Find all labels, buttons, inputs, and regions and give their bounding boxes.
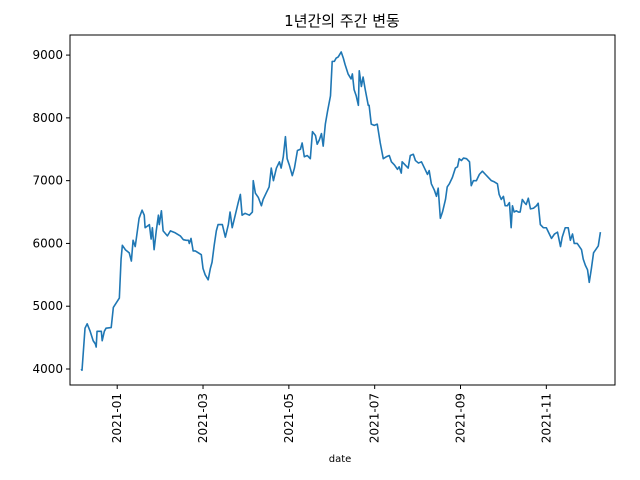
chart-title: 1년간의 주간 변동 xyxy=(284,12,400,30)
x-tick-label: 2021-07 xyxy=(368,393,382,443)
y-tick-label: 5000 xyxy=(32,299,63,313)
data-line xyxy=(80,51,602,372)
x-tick-label: 2021-09 xyxy=(454,393,468,443)
x-axis-label: date xyxy=(329,454,352,465)
x-tick-label: 2021-11 xyxy=(539,393,553,443)
axes-frame xyxy=(69,34,616,386)
y-tick-label: 9000 xyxy=(32,48,63,62)
y-tick-label: 4000 xyxy=(32,362,63,376)
y-tick-label: 6000 xyxy=(32,236,63,250)
y-tick-label: 8000 xyxy=(32,111,63,125)
x-tick-label: 2021-03 xyxy=(196,393,210,443)
x-tick-label: 2021-05 xyxy=(282,393,296,443)
y-tick-label: 7000 xyxy=(32,174,63,188)
x-tick-label: 2021-01 xyxy=(110,393,124,443)
